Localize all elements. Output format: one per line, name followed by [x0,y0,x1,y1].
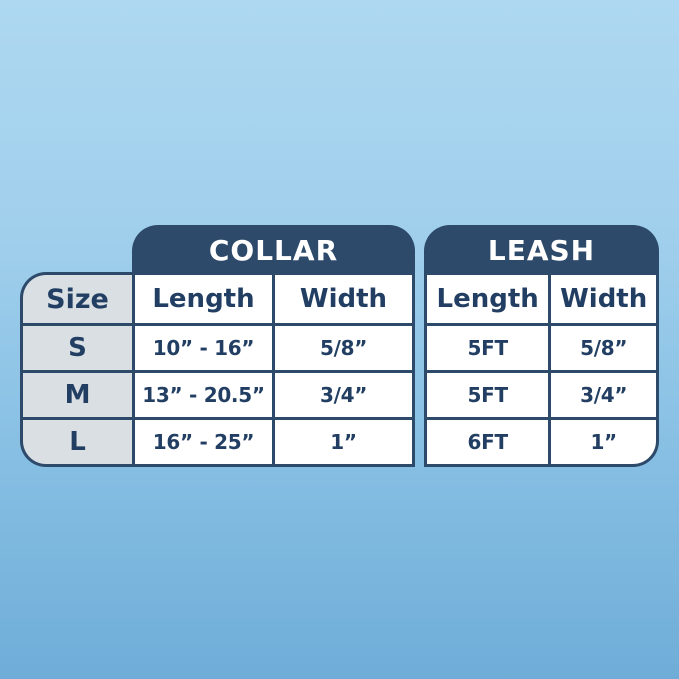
collar-length-header: Length [135,275,272,323]
size-row-label-m: M [23,373,132,417]
leash-length-m: 5FT [427,373,549,417]
size-column: Size S M L [20,272,135,467]
collar-title: COLLAR [135,228,412,272]
leash-width-m: 3/4” [551,373,656,417]
collar-width-header: Width [275,275,412,323]
collar-table: COLLAR Length Width 10” - 16” 5/8” 13” -… [132,225,415,467]
collar-width-s: 5/8” [275,326,412,370]
leash-title: LEASH [427,228,656,272]
leash-length-header: Length [427,275,549,323]
size-header-cell: Size [23,275,132,323]
collar-length-s: 10” - 16” [135,326,272,370]
collar-width-l: 1” [275,420,412,464]
leash-width-header: Width [551,275,656,323]
collar-length-m: 13” - 20.5” [135,373,272,417]
leash-table: LEASH Length Width 5FT 5/8” 5FT 3/4” 6FT… [424,225,659,467]
collar-width-m: 3/4” [275,373,412,417]
size-row-label-l: L [23,420,132,464]
leash-width-l: 1” [551,420,656,464]
leash-length-s: 5FT [427,326,549,370]
size-row-label-s: S [23,326,132,370]
collar-length-l: 16” - 25” [135,420,272,464]
leash-length-l: 6FT [427,420,549,464]
leash-width-s: 5/8” [551,326,656,370]
